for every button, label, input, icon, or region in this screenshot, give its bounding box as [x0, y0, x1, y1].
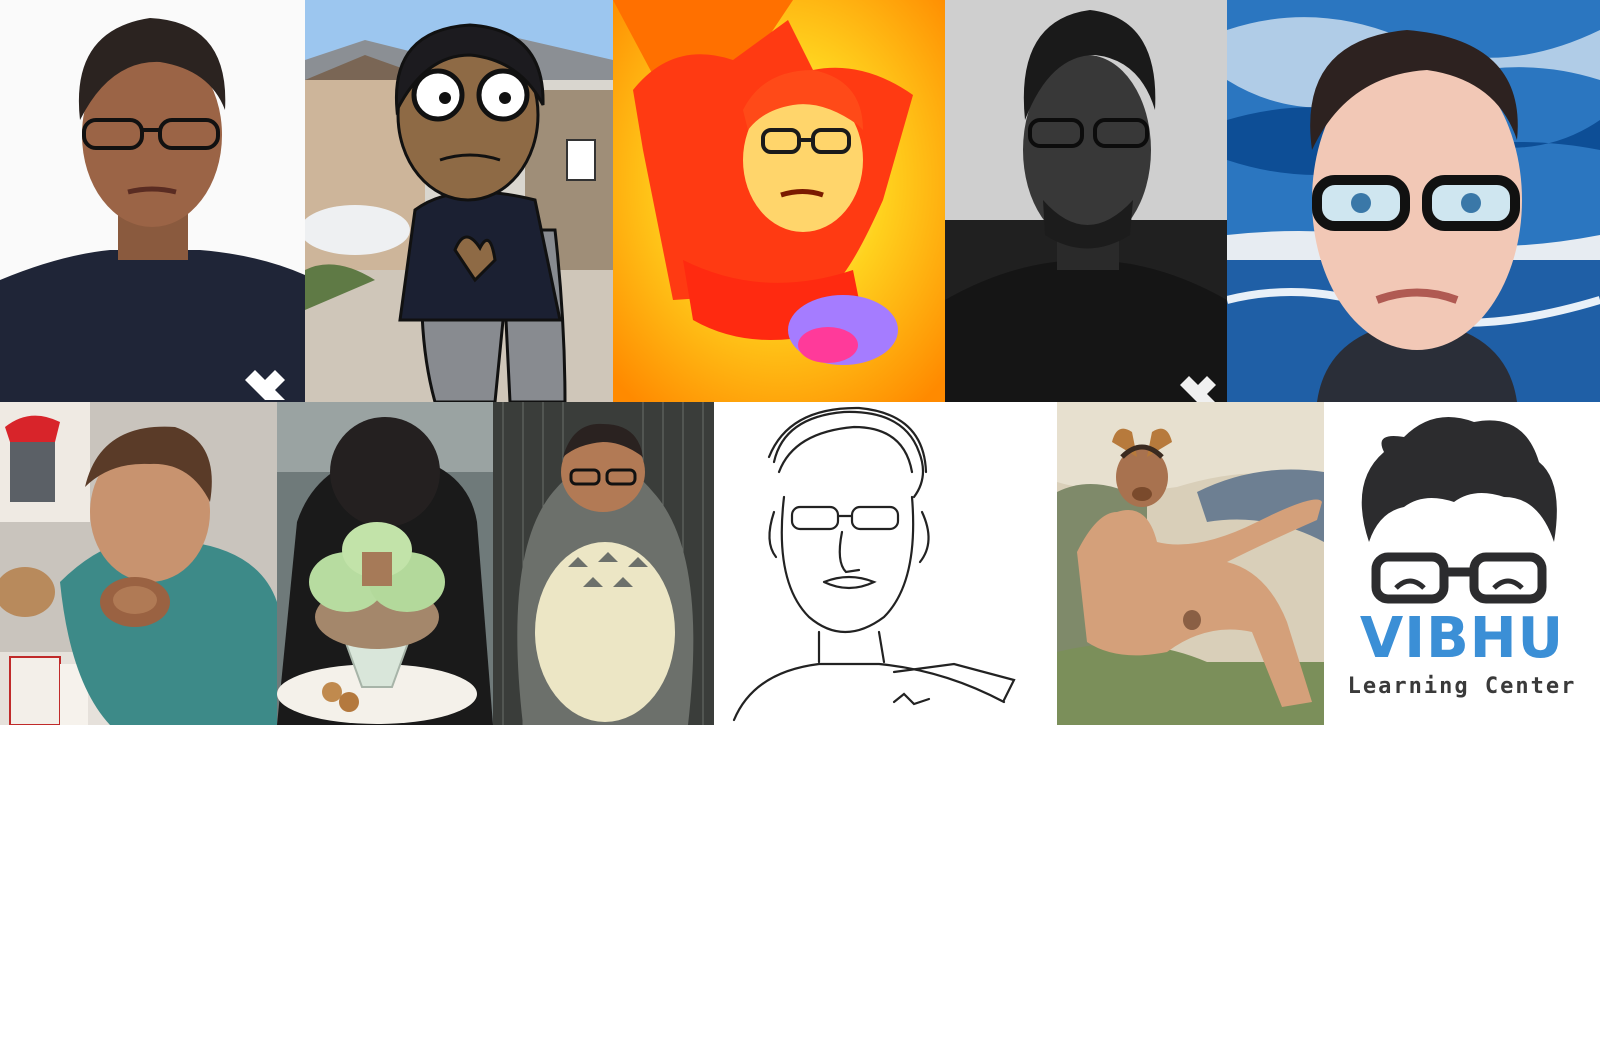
logo-title: VIBHU: [1359, 606, 1565, 671]
photo-ice-cream-sundae-face: [277, 402, 493, 725]
cartoon-character-street: [305, 0, 613, 402]
deep-fried-wizard-meme: [613, 0, 945, 402]
classical-painting-face-edit: [1057, 402, 1324, 725]
logo-subtitle: Learning Center: [1347, 674, 1577, 699]
line-sketch-portrait: [714, 402, 1057, 725]
photo-portrait-glasses: [0, 0, 305, 402]
grayscale-portrait: [945, 0, 1227, 402]
painterly-portrait-ocean: [1227, 0, 1600, 402]
totoro-face-edit: [493, 402, 714, 725]
photo-eating-face-burger: [0, 402, 277, 725]
learning-center-logo: VIBHU Learning Center: [1324, 402, 1600, 725]
